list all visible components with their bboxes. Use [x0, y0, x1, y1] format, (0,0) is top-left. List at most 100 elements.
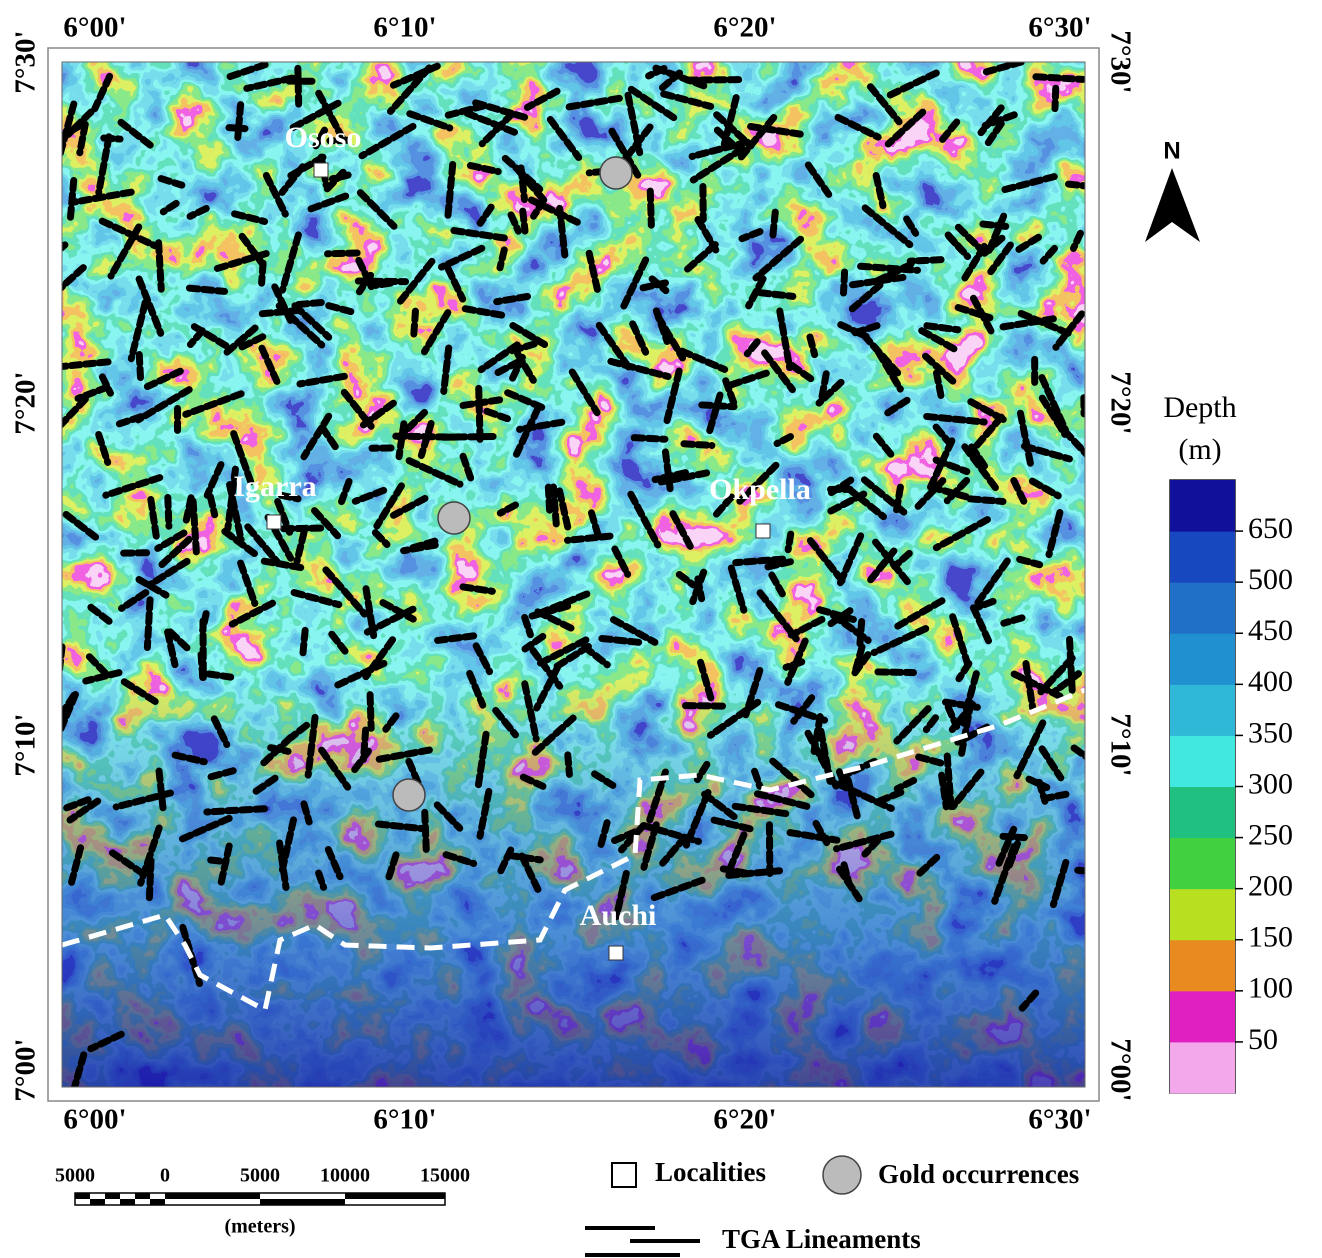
right-coord: 7°30'	[1104, 30, 1136, 93]
lineament	[258, 310, 299, 314]
lineament	[37, 245, 65, 269]
right-coord: 7°20'	[1104, 371, 1136, 434]
lineament	[860, 621, 862, 643]
locality-label: Igarra	[233, 470, 316, 503]
lineament	[168, 498, 169, 527]
lineament	[189, 288, 224, 291]
lineament	[878, 672, 914, 673]
scale-label: 5000	[55, 1165, 95, 1187]
legend-label: TGA Lineaments	[722, 1224, 921, 1254]
scale-label: 10000	[320, 1165, 370, 1187]
lineament	[723, 869, 745, 873]
locality-label: Ososo	[285, 121, 362, 154]
lineament	[304, 804, 309, 822]
lineament	[788, 534, 791, 550]
lineament	[684, 444, 712, 446]
lineament	[159, 243, 162, 289]
lineament	[370, 695, 371, 729]
left-coord: 7°30'	[10, 30, 42, 93]
lineament	[296, 303, 321, 305]
colorbar-label: 650	[1248, 512, 1293, 545]
right-coord: 7°00'	[1104, 1038, 1136, 1101]
colorbar-label: 150	[1248, 921, 1293, 954]
scale-cell	[165, 1193, 260, 1199]
top-coord: 6°30'	[1028, 12, 1091, 44]
lineament	[970, 499, 1003, 502]
bottom-coord: 6°30'	[1028, 1104, 1091, 1136]
locality-marker	[314, 163, 328, 177]
scale-cell	[260, 1199, 345, 1205]
lineament	[438, 636, 474, 641]
top-coord: 6°00'	[63, 12, 126, 44]
lineament	[1003, 836, 1024, 837]
left-coord: 7°10'	[10, 713, 42, 776]
lineament	[463, 587, 492, 591]
colorbar-label: 100	[1248, 972, 1293, 1005]
lineament	[139, 355, 140, 382]
locality-marker	[267, 515, 281, 529]
colorbar-label: 300	[1248, 767, 1293, 800]
lineament	[910, 260, 941, 262]
scale-cell	[90, 1199, 105, 1205]
colorbar-segment	[1170, 684, 1235, 736]
lineament	[414, 311, 416, 338]
colorbar-label: 50	[1248, 1023, 1278, 1056]
bottom-coord: 6°20'	[713, 1104, 776, 1136]
lineament	[927, 326, 958, 330]
map-figure: 6°00'6°00'6°10'6°10'6°20'6°20'6°30'6°30'…	[0, 0, 1322, 1258]
lineament	[444, 348, 449, 391]
colorbar-segment	[1170, 480, 1235, 532]
scale-cell	[135, 1193, 150, 1199]
lineament	[298, 68, 299, 104]
colorbar-segment	[1170, 838, 1235, 890]
lineament	[773, 212, 775, 236]
colorbar-segment	[1170, 633, 1235, 685]
legend-circle	[823, 1156, 861, 1194]
lineament	[1036, 77, 1083, 80]
deep-zone-shade	[62, 62, 1085, 1087]
colorbar-title: Depth	[1163, 391, 1236, 424]
lineament	[210, 497, 214, 515]
scale-bar	[75, 1193, 445, 1205]
top-coord: 6°10'	[373, 12, 436, 44]
lineament	[303, 630, 305, 652]
lineament	[821, 374, 826, 401]
lineament	[634, 438, 665, 440]
gold-marker	[600, 157, 632, 189]
scale-cell	[150, 1199, 165, 1205]
bottom-coord: 6°00'	[63, 1104, 126, 1136]
gold-marker	[438, 502, 470, 534]
locality-marker	[756, 524, 770, 538]
scale-cell	[120, 1199, 135, 1205]
scale-unit: (meters)	[224, 1216, 295, 1238]
north-label: N	[1163, 137, 1180, 164]
colorbar-label: 250	[1248, 818, 1293, 851]
lineament	[147, 600, 150, 648]
lineament	[702, 405, 734, 407]
left-coord: 7°00'	[10, 1038, 42, 1101]
lineament	[861, 266, 918, 270]
lineament	[1047, 794, 1066, 798]
lineament	[650, 191, 651, 225]
colorbar-segment	[1170, 940, 1235, 992]
colorbar-label: 400	[1248, 665, 1293, 698]
gold-marker	[393, 779, 425, 811]
lineament	[375, 283, 390, 285]
colorbar-segment	[1170, 735, 1235, 787]
scale-label: 5000	[240, 1165, 280, 1187]
colorbar-segment	[1170, 991, 1235, 1043]
lineament	[553, 487, 556, 525]
left-coord: 7°20'	[10, 371, 42, 434]
lineament	[159, 771, 163, 810]
colorbar-segment	[1170, 531, 1235, 583]
lineament	[567, 536, 610, 540]
colorbar-segment	[1170, 1042, 1235, 1094]
colorbar-label: 350	[1248, 716, 1293, 749]
lineament	[523, 211, 525, 231]
lineament	[983, 224, 1008, 227]
legend-lines	[585, 1228, 700, 1255]
locality-marker	[609, 946, 623, 960]
lineament	[1078, 870, 1102, 872]
lineament	[810, 337, 815, 355]
lineament	[425, 812, 427, 853]
